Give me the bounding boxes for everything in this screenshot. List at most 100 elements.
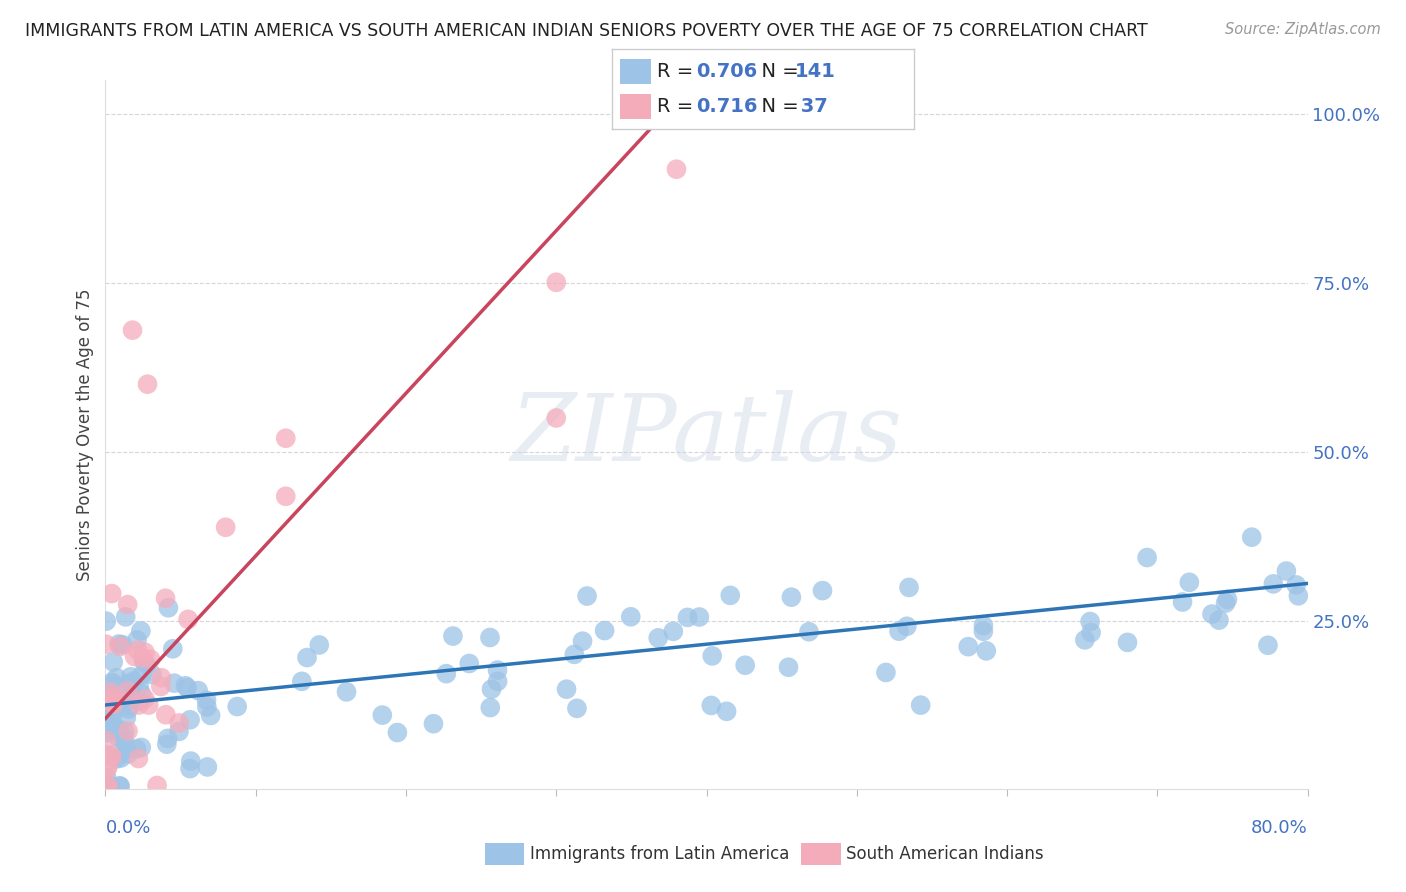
Point xyxy=(1208,613,1230,627)
Point xyxy=(274,489,297,503)
Point xyxy=(112,736,135,750)
Point xyxy=(486,674,509,689)
Point xyxy=(105,671,128,685)
Point xyxy=(176,681,198,695)
Point xyxy=(139,652,162,666)
Point xyxy=(96,689,118,703)
Point xyxy=(128,698,150,712)
Point xyxy=(124,649,146,664)
Text: N =: N = xyxy=(749,96,806,116)
Point xyxy=(107,731,129,745)
Point xyxy=(335,685,357,699)
Point xyxy=(105,752,128,766)
Point xyxy=(117,724,139,739)
Point xyxy=(910,698,932,713)
Point xyxy=(898,581,921,595)
Point xyxy=(96,733,118,747)
Point xyxy=(131,668,153,682)
Point xyxy=(108,723,131,737)
Point xyxy=(96,698,118,713)
Point xyxy=(180,754,202,768)
Point xyxy=(458,657,481,671)
Point xyxy=(974,644,997,658)
Point xyxy=(195,693,218,707)
Point xyxy=(620,609,643,624)
Point xyxy=(702,648,724,663)
Point xyxy=(111,638,134,652)
Point xyxy=(96,762,118,776)
Point xyxy=(1201,607,1223,621)
Point xyxy=(117,747,139,761)
Point xyxy=(716,704,738,718)
Point xyxy=(156,731,179,746)
Point xyxy=(662,624,685,639)
Point xyxy=(131,687,153,701)
Point xyxy=(127,751,149,765)
Point xyxy=(1178,575,1201,590)
Point xyxy=(1263,577,1285,591)
Point xyxy=(146,779,169,793)
Point xyxy=(117,684,139,698)
Point xyxy=(96,706,118,720)
Text: 0.716: 0.716 xyxy=(696,96,758,116)
Point xyxy=(100,749,122,764)
Point xyxy=(1171,595,1194,609)
Point xyxy=(1285,578,1308,592)
Point xyxy=(101,688,124,702)
Point xyxy=(555,682,578,697)
Text: Immigrants from Latin America: Immigrants from Latin America xyxy=(530,845,789,863)
Point xyxy=(163,676,186,690)
Point xyxy=(101,696,124,710)
Point xyxy=(128,680,150,694)
Point xyxy=(1257,638,1279,652)
Point xyxy=(546,275,568,289)
Text: 80.0%: 80.0% xyxy=(1251,819,1308,837)
Point xyxy=(688,610,710,624)
Point xyxy=(972,624,994,639)
Point xyxy=(132,651,155,665)
Point xyxy=(94,691,117,706)
Point xyxy=(103,697,125,711)
Point xyxy=(108,637,131,651)
Text: South American Indians: South American Indians xyxy=(846,845,1045,863)
Point xyxy=(97,779,120,793)
Point xyxy=(108,684,131,698)
Point xyxy=(96,770,118,784)
Point xyxy=(434,666,457,681)
Point xyxy=(98,685,121,699)
Point xyxy=(97,719,120,733)
Point xyxy=(101,677,124,691)
Point xyxy=(114,724,136,739)
Point xyxy=(141,667,163,681)
Point xyxy=(101,719,124,733)
Point xyxy=(1080,625,1102,640)
Point xyxy=(114,610,136,624)
Point xyxy=(565,701,588,715)
Text: 0.706: 0.706 xyxy=(696,62,758,81)
Point xyxy=(98,706,121,720)
Point xyxy=(1275,564,1298,578)
Point xyxy=(562,648,585,662)
Point xyxy=(174,679,197,693)
Point xyxy=(214,520,236,534)
Point xyxy=(676,610,699,624)
Point xyxy=(308,638,330,652)
Point xyxy=(1136,550,1159,565)
Point xyxy=(718,588,741,602)
Point xyxy=(108,779,131,793)
Point xyxy=(96,726,118,740)
Point xyxy=(100,779,122,793)
Point xyxy=(96,614,118,628)
Text: IMMIGRANTS FROM LATIN AMERICA VS SOUTH AMERICAN INDIAN SENIORS POVERTY OVER THE : IMMIGRANTS FROM LATIN AMERICA VS SOUTH A… xyxy=(25,22,1149,40)
Point xyxy=(167,715,190,730)
Point xyxy=(110,751,132,765)
Point xyxy=(1216,592,1239,607)
Point xyxy=(1215,596,1237,610)
Point xyxy=(100,693,122,707)
Point xyxy=(117,702,139,716)
Point xyxy=(780,590,803,604)
Point xyxy=(94,779,117,793)
Point xyxy=(546,411,568,425)
Text: 0.0%: 0.0% xyxy=(105,819,150,837)
Point xyxy=(157,600,180,615)
